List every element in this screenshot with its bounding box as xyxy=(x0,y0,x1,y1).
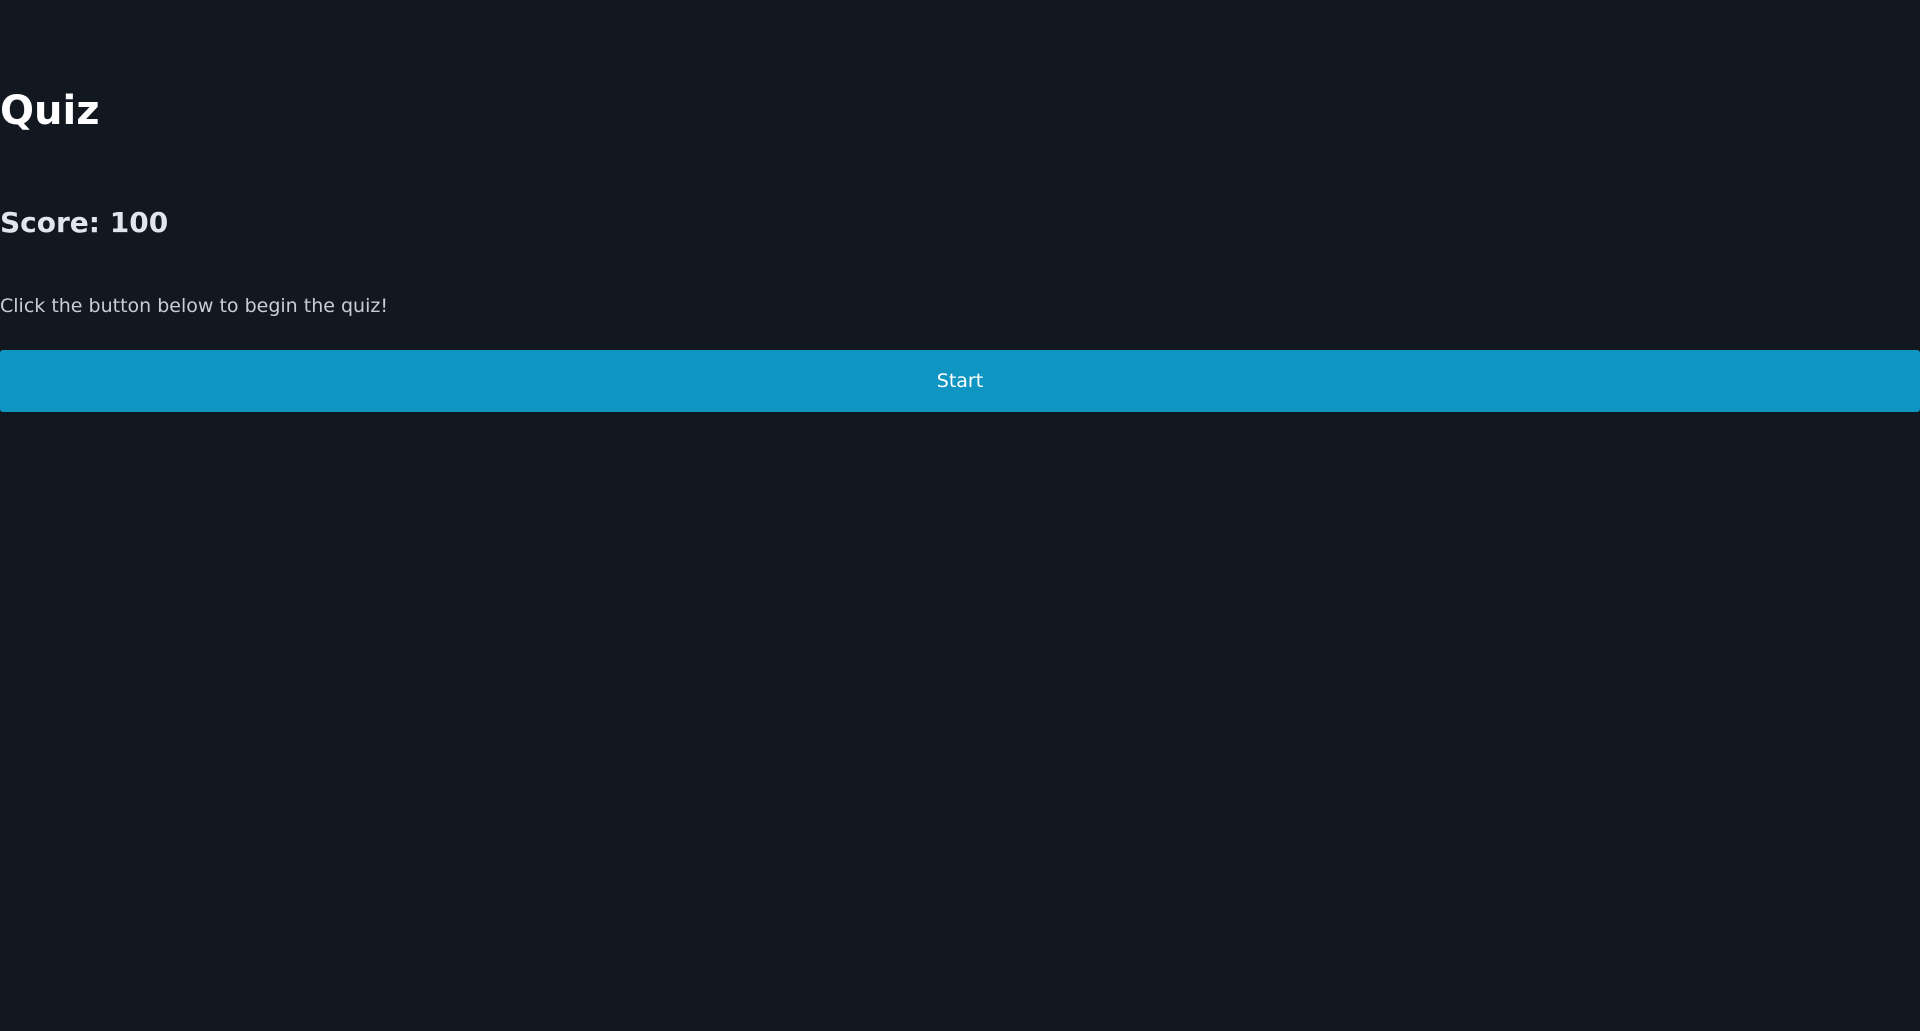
score-display: Score: 100 xyxy=(0,206,169,239)
start-button[interactable]: Start xyxy=(0,350,1920,412)
page-title: Quiz xyxy=(0,88,100,134)
instructions-text: Click the button below to begin the quiz… xyxy=(0,295,388,317)
